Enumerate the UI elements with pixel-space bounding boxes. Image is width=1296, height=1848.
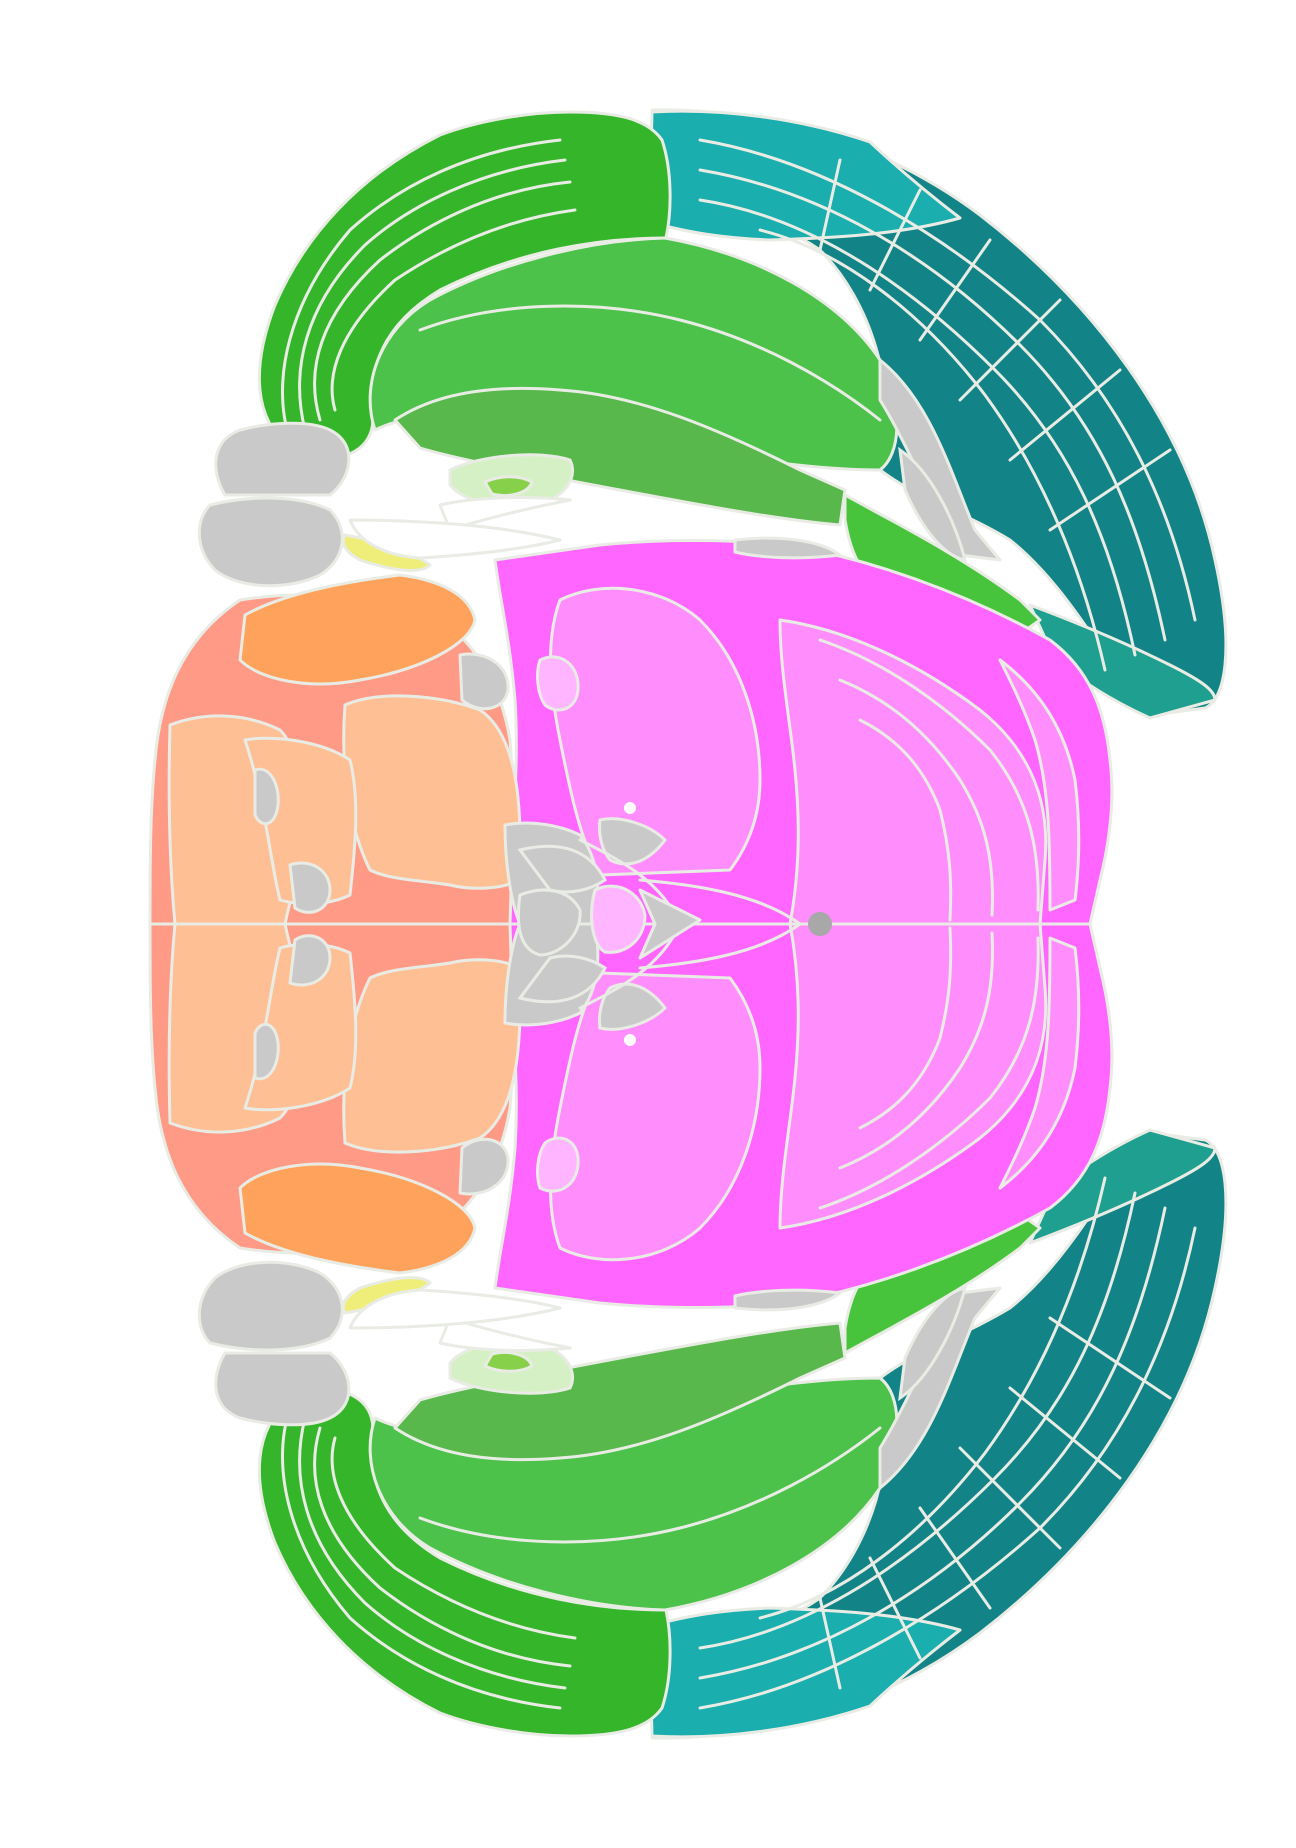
fourth-ventricle-region	[517, 844, 607, 894]
third-ventricle-region	[638, 888, 702, 960]
ventricle-dot	[808, 912, 832, 936]
pink-nucleus-region	[590, 884, 647, 954]
small-dot	[624, 802, 636, 814]
ventricle-region	[517, 954, 607, 1004]
central-midline	[348, 802, 832, 1046]
small-dot	[624, 1034, 636, 1046]
cerebral-aqueduct-region	[516, 888, 582, 957]
